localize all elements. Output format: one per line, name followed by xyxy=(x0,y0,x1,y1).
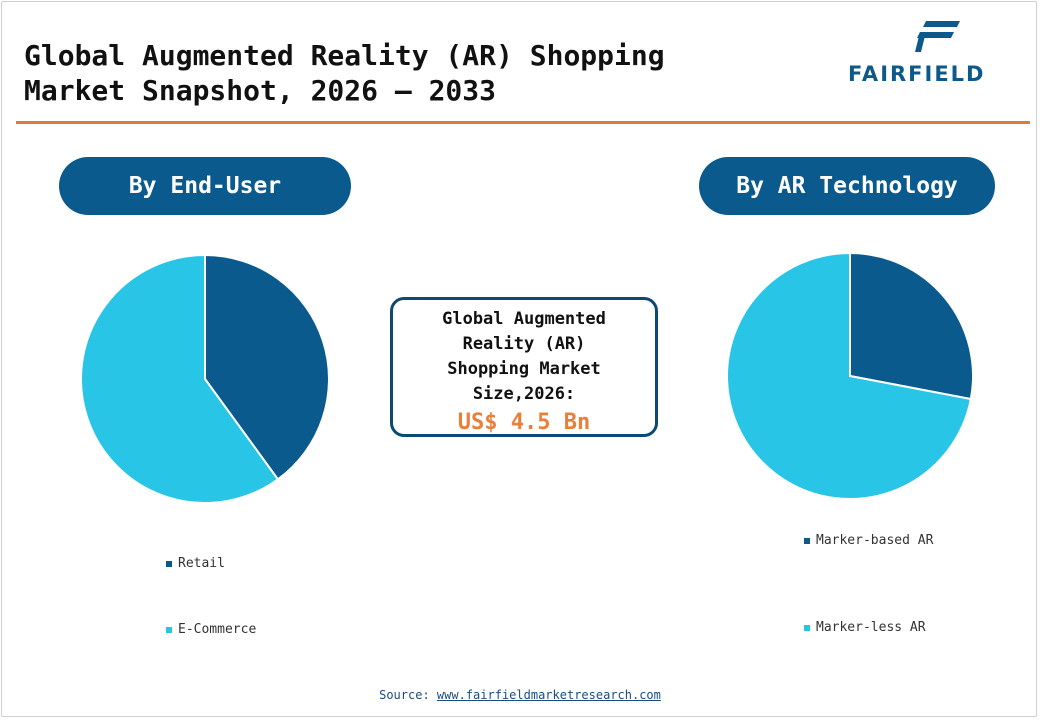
end-user-slice-e-commerce xyxy=(80,253,280,504)
legend-item-retail: Retail xyxy=(166,556,225,571)
legend-label-retail: Retail xyxy=(178,556,225,571)
source-note: Source: www.fairfieldmarketresearch.com xyxy=(0,688,1040,702)
legend-swatch-marker-less xyxy=(804,624,810,631)
legend-swatch-marker-based xyxy=(804,537,810,544)
end-user-slice-retail xyxy=(204,253,330,481)
market-size-box: Global Augmented Reality (AR) Shopping M… xyxy=(390,297,658,437)
market-size-label-3: Shopping Market xyxy=(447,359,601,379)
source-link[interactable]: www.fairfieldmarketresearch.com xyxy=(436,688,661,702)
page-title: Global Augmented Reality (AR) Shopping M… xyxy=(24,38,804,108)
ar-technology-pie-chart xyxy=(726,251,974,500)
legend-item-e-commerce: E-Commerce xyxy=(166,622,256,637)
legend-label-e-commerce: E-Commerce xyxy=(178,622,257,637)
legend-label-marker-less: Marker-less AR xyxy=(816,620,926,635)
end-user-heading: By End-User xyxy=(59,157,351,215)
header-divider xyxy=(16,121,1030,124)
market-size-label-4: Size,2026: xyxy=(472,384,576,404)
source-label: Source: xyxy=(379,688,430,702)
legend-swatch-retail xyxy=(166,560,172,567)
ar-technology-slice-marker-based-ar xyxy=(849,251,974,401)
fairfield-logo: FAIRFIELD xyxy=(848,18,1024,90)
logo-mark-icon xyxy=(915,21,960,52)
ar-technology-slice-marker-less-ar xyxy=(726,251,972,500)
legend-label-marker-based: Marker-based AR xyxy=(816,533,934,548)
market-size-label-1: Global Augmented xyxy=(442,309,606,329)
ar-technology-heading: By AR Technology xyxy=(699,157,995,215)
end-user-pie-chart xyxy=(80,253,330,504)
market-size-value: US$ 4.5 Bn xyxy=(457,410,591,435)
legend-item-marker-based: Marker-based AR xyxy=(804,533,933,548)
title-line-2: Market Snapshot, 2026 – 2033 xyxy=(24,74,497,107)
legend-item-marker-less: Marker-less AR xyxy=(804,620,926,635)
legend-swatch-e-commerce xyxy=(166,626,172,633)
title-line-1: Global Augmented Reality (AR) Shopping xyxy=(24,39,665,72)
market-size-label-2: Reality (AR) xyxy=(462,334,586,354)
logo-text: FAIRFIELD xyxy=(848,62,986,86)
